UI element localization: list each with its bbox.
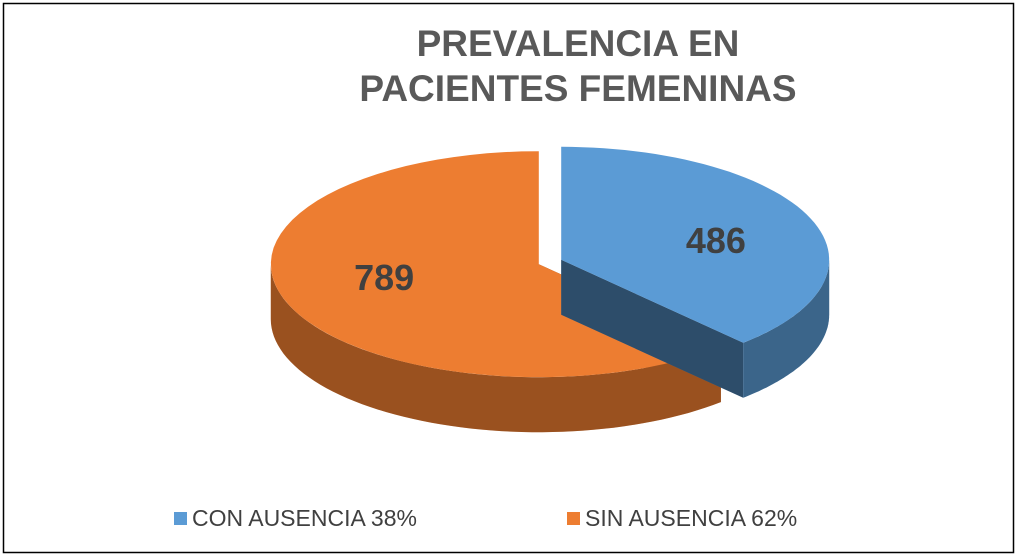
slice-side (743, 259, 830, 398)
legend-swatch (567, 512, 580, 525)
legend-swatch (174, 512, 187, 525)
legend-label: SIN AUSENCIA 62% (585, 505, 797, 531)
data-label: 486 (686, 220, 746, 261)
data-label: 789 (354, 257, 414, 298)
slice-wall-shade (561, 259, 744, 398)
slice-side (270, 264, 721, 433)
slice-side-shade (743, 259, 830, 398)
chart-title: PACIENTES FEMENINAS (359, 68, 796, 109)
legend-label: CON AUSENCIA 38% (192, 505, 417, 531)
chart-title: PREVALENCIA EN (417, 23, 740, 64)
slice (561, 146, 830, 343)
slice-side-shade (270, 264, 721, 433)
